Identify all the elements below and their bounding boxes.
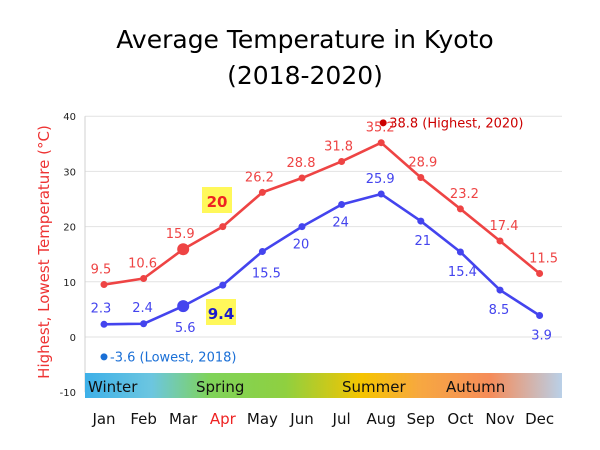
x-tick-label-dec: Dec <box>525 410 554 428</box>
x-tick-label-apr: Apr <box>210 410 237 428</box>
data-point-lowest <box>140 320 148 328</box>
data-label-highest: 20 <box>207 193 228 211</box>
grid <box>84 115 562 393</box>
season-band: Winter Spring Summer Autumn <box>85 373 562 398</box>
data-label-lowest: 8.5 <box>489 303 510 318</box>
season-gradient-bar <box>85 373 562 398</box>
data-point-highest <box>177 243 190 256</box>
data-point-lowest <box>456 248 464 256</box>
data-point-highest <box>496 237 504 245</box>
chart-subtitle: (2018-2020) <box>227 61 383 90</box>
x-tick-label-aug: Aug <box>367 410 396 428</box>
data-point-highest <box>100 281 108 289</box>
highlight-box-lowest <box>206 299 236 325</box>
y-tick-label: 40 <box>63 112 76 123</box>
data-label-lowest: 25.9 <box>366 172 395 187</box>
x-axis-ticks: Jan Feb Mar Apr May Jun Jul Aug Sep Oct Nov Dec <box>91 410 554 428</box>
x-tick-label-jun: Jun <box>289 410 313 428</box>
y-axis-label: Highest, Lowest Temperature (°C) <box>35 125 53 379</box>
y-tick-label: 30 <box>63 167 76 178</box>
data-label-lowest: 24 <box>332 216 349 231</box>
y-axis-ticks: -10 0 10 20 30 40 <box>60 112 76 399</box>
data-label-lowest: 2.4 <box>132 301 153 316</box>
highlight-box-highest <box>202 187 232 213</box>
y-tick-label: 10 <box>63 278 76 289</box>
season-label-winter: Winter <box>88 378 138 396</box>
data-point-highest <box>298 174 306 182</box>
data-label-highest: 28.8 <box>287 156 316 171</box>
data-label-highest: 26.2 <box>245 170 274 185</box>
annotations: 38.8 (Highest, 2020) -3.6 (Lowest, 2018) <box>100 116 524 365</box>
data-point-lowest <box>338 201 346 209</box>
y-tick-label: -10 <box>60 388 76 399</box>
y-tick-label: 0 <box>70 333 76 344</box>
y-tick-label: 20 <box>63 223 76 234</box>
data-point-highest <box>140 274 148 282</box>
data-point-highest <box>377 139 385 147</box>
data-point-lowest <box>417 217 425 225</box>
season-label-autumn: Autumn <box>446 378 505 396</box>
x-tick-label-mar: Mar <box>169 410 198 428</box>
data-label-lowest: 15.4 <box>448 265 477 280</box>
annotation-label: -3.6 (Lowest, 2018) <box>110 350 236 365</box>
data-label-lowest: 21 <box>415 234 432 249</box>
season-label-spring: Spring <box>196 378 244 396</box>
x-tick-label-may: May <box>247 410 278 428</box>
data-point-highest <box>536 270 544 278</box>
data-point-highest <box>258 188 266 196</box>
data-label-highest: 35.2 <box>366 121 395 136</box>
chart-title: Average Temperature in Kyoto <box>116 25 493 54</box>
data-point-lowest <box>298 223 306 231</box>
data-label-highest: 31.8 <box>324 139 353 154</box>
data-label-lowest: 20 <box>293 238 310 253</box>
annotation-marker <box>100 353 108 361</box>
data-labels: 9.5 10.6 15.9 20 26.2 28.8 31.8 35.2 28.9 23.2 17.… <box>91 121 558 344</box>
data-point-highest <box>219 223 227 231</box>
data-point-lowest <box>177 300 190 313</box>
data-point-highest <box>456 205 464 213</box>
data-label-lowest: 3.9 <box>531 328 552 343</box>
x-tick-label-sep: Sep <box>407 410 435 428</box>
data-label-highest: 10.6 <box>128 256 157 271</box>
data-point-lowest <box>536 311 544 319</box>
data-label-highest: 11.5 <box>529 252 558 267</box>
series-line-lowest <box>103 192 541 326</box>
annotation-marker <box>379 119 387 127</box>
data-label-lowest: 9.4 <box>208 305 235 323</box>
data-point-lowest <box>496 286 504 294</box>
annotation-label: 38.8 (Highest, 2020) <box>389 116 523 131</box>
data-label-lowest: 15.5 <box>252 266 281 281</box>
data-point-lowest <box>377 190 385 198</box>
x-tick-label-jul: Jul <box>332 410 351 428</box>
data-point-highest <box>338 157 346 165</box>
data-label-highest: 28.9 <box>408 155 437 170</box>
data-label-highest: 9.5 <box>91 263 112 278</box>
data-point-highest <box>417 173 425 181</box>
data-label-lowest: 5.6 <box>175 321 196 336</box>
series-line-highest <box>103 141 541 286</box>
x-tick-label-jan: Jan <box>91 410 115 428</box>
data-label-highest: 15.9 <box>166 227 195 242</box>
data-label-lowest: 2.3 <box>91 301 112 316</box>
x-tick-label-feb: Feb <box>130 410 157 428</box>
series <box>100 139 544 328</box>
data-point-lowest <box>219 281 227 289</box>
data-label-highest: 17.4 <box>490 219 519 234</box>
x-tick-label-oct: Oct <box>447 410 473 428</box>
season-label-summer: Summer <box>342 378 406 396</box>
data-point-lowest <box>100 320 108 328</box>
x-tick-label-nov: Nov <box>485 410 514 428</box>
data-label-highest: 23.2 <box>450 187 479 202</box>
data-point-lowest <box>258 247 266 255</box>
